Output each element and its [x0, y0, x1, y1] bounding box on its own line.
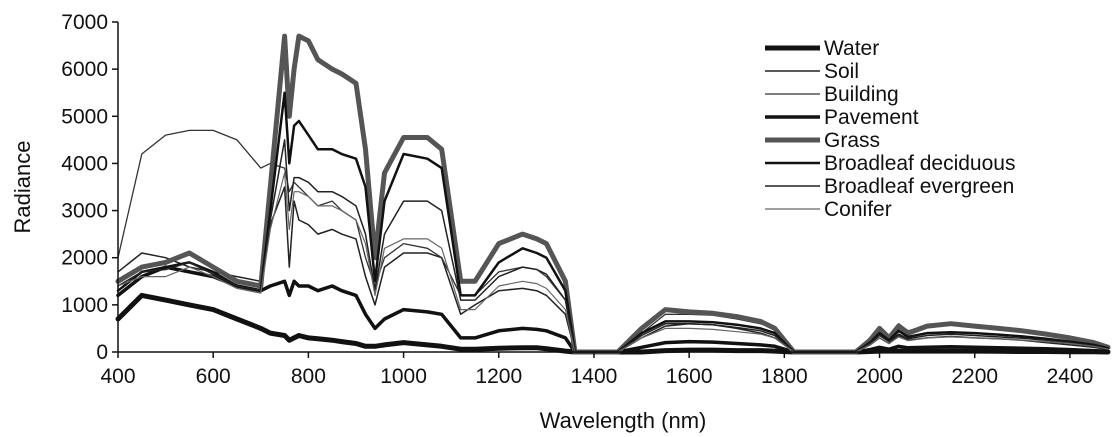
y-axis-ticks: 0 1000 2000 3000 4000 5000 6000 7000 [61, 11, 118, 364]
x-tick-label: 1200 [475, 365, 522, 388]
y-tick-label: 0 [96, 341, 108, 364]
y-tick-label: 5000 [61, 105, 108, 128]
y-tick-label: 7000 [61, 11, 108, 34]
x-tick-label: 800 [291, 365, 326, 388]
legend-label: Broadleaf deciduous [824, 152, 1015, 175]
legend-label: Broadleaf evergreen [824, 175, 1014, 198]
x-tick-label: 2000 [856, 365, 903, 388]
x-tick-label: 1600 [666, 365, 713, 388]
x-axis-label: Wavelength (nm) [540, 408, 707, 433]
y-tick-label: 2000 [61, 247, 108, 270]
x-tick-label: 2400 [1047, 365, 1094, 388]
x-tick-label: 600 [196, 365, 231, 388]
x-tick-label: 1000 [380, 365, 427, 388]
x-tick-label: 1800 [761, 365, 808, 388]
y-tick-label: 3000 [61, 200, 108, 223]
series-line-pavement [118, 267, 1108, 352]
x-axis-ticks: 400 600 800 1000 1200 1400 1600 1800 2000 2200 240… [100, 352, 1093, 388]
x-tick-label: 2200 [951, 365, 998, 388]
y-axis-label: Radiance [10, 141, 35, 234]
legend-label: Building [824, 83, 899, 106]
x-tick-label: 1400 [571, 365, 618, 388]
legend-label: Water [824, 37, 879, 60]
legend-label: Soil [824, 60, 859, 83]
y-tick-label: 4000 [61, 152, 108, 175]
legend: WaterSoilBuildingPavementGrassBroadleaf … [765, 37, 1015, 221]
legend-label: Grass [824, 129, 880, 152]
y-tick-label: 1000 [61, 294, 108, 317]
legend-label: Pavement [824, 106, 919, 129]
x-tick-label: 400 [100, 365, 135, 388]
legend-label: Conifer [824, 198, 892, 221]
y-tick-label: 6000 [61, 58, 108, 81]
